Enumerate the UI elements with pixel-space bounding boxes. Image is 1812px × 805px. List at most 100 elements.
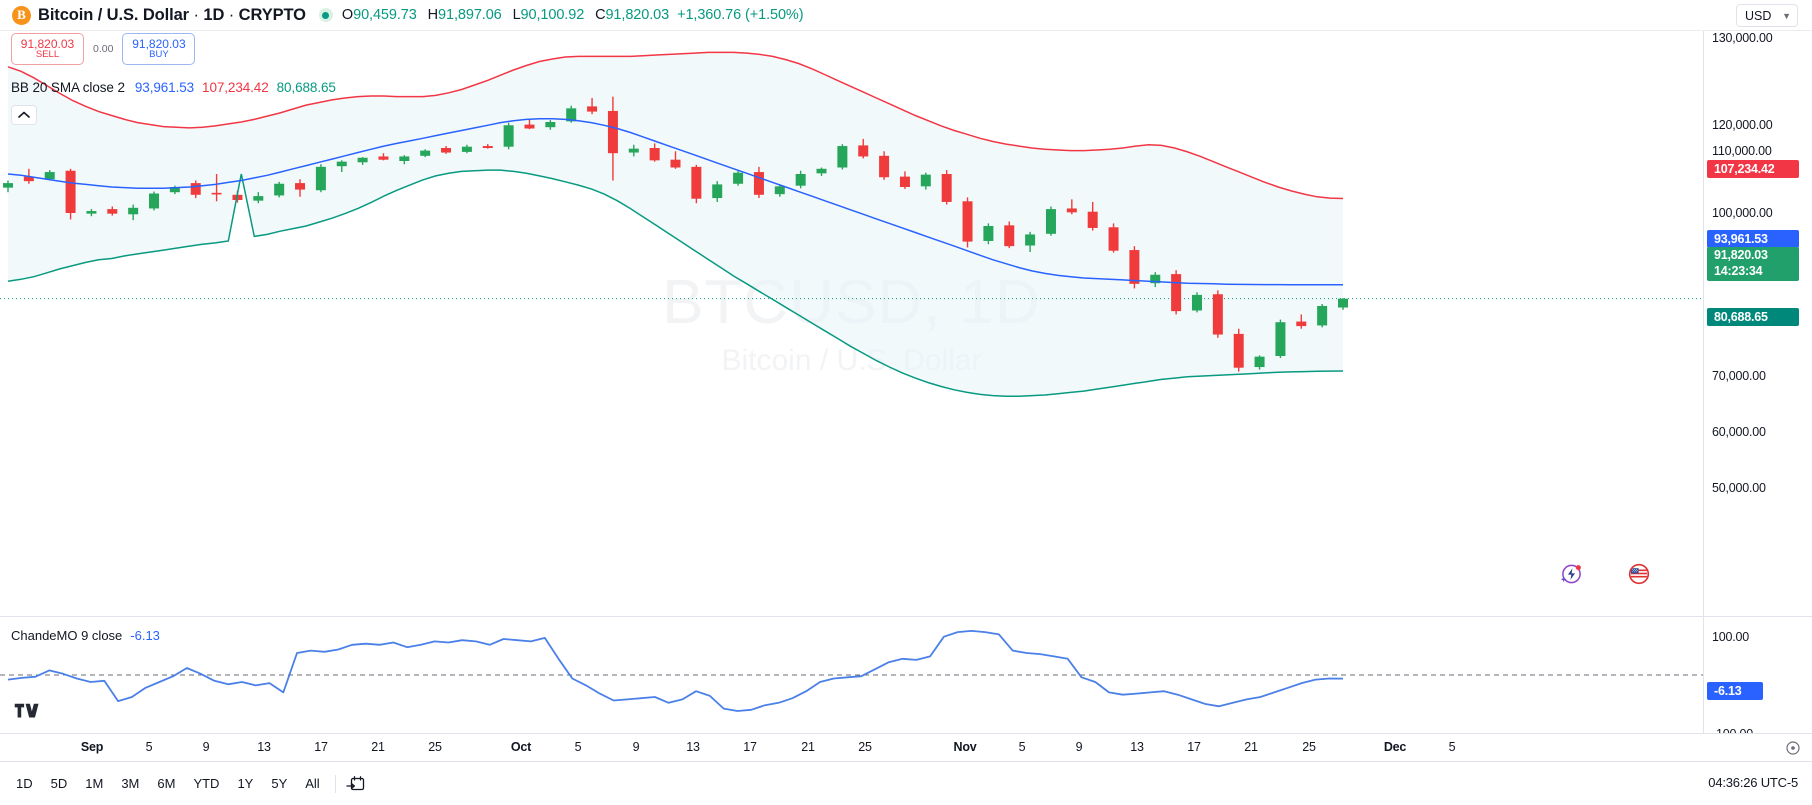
candle-body [211, 192, 222, 195]
currency-selector[interactable]: USD ▼ [1736, 4, 1798, 27]
candle-body [524, 124, 535, 129]
trade-buttons: 91,820.03 SELL 0.00 91,820.03 BUY [11, 33, 196, 65]
ohlc-h-label: H [427, 7, 439, 23]
candle-body [1233, 333, 1244, 368]
bb-upper-badge[interactable]: 107,234.42 [1707, 160, 1799, 178]
bb-legend-title: BB 20 SMA close 2 [11, 80, 125, 95]
time-axis[interactable]: Sep 5 9 13 17 21 25 Oct 5 9 13 17 21 25 Nov 5 9 13 17 21 25 D… [0, 733, 1812, 761]
pane-divider[interactable] [0, 616, 1812, 617]
price-tick: 60,000.00 [1712, 425, 1766, 439]
badge-label: 80,688.65 [1714, 310, 1768, 324]
price-chart-pane[interactable] [0, 31, 1703, 616]
timezone-reset-icon[interactable] [1786, 741, 1800, 755]
candle-body [962, 201, 973, 242]
oscillator-pane[interactable] [0, 617, 1703, 733]
candle-body [336, 161, 347, 167]
candle-body [1171, 274, 1182, 312]
candle-body [587, 106, 598, 112]
candle-body [441, 148, 452, 153]
candle-body [274, 183, 285, 196]
ai-assistant-icon [1560, 564, 1581, 584]
candle-body [1087, 211, 1098, 228]
candle-body [44, 172, 55, 180]
chandemo-value: -6.13 [130, 628, 160, 643]
chandemo-plot [0, 630, 1703, 712]
ohlc-l-label: L [512, 7, 521, 23]
time-tick: 13 [686, 740, 700, 754]
price-axis[interactable]: 130,000.00 120,000.00 110,000.00 100,000.00… [1703, 31, 1812, 616]
date-range-icon [346, 775, 365, 790]
symbol-title[interactable]: Bitcoin / U.S. Dollar · 1D · CRYPTO [38, 6, 306, 25]
candle-body [753, 172, 764, 195]
bollinger-bands-legend[interactable]: BB 20 SMA close 2 93,961.53 107,234.42 80,6… [11, 80, 336, 95]
oscillator-axis[interactable]: 100.00-100.00 -6.13 [1703, 617, 1812, 741]
ai-assistant-button[interactable] [1558, 561, 1584, 587]
bb-lower-value: 80,688.65 [276, 80, 336, 95]
range-button-1y[interactable]: 1Y [237, 776, 254, 791]
bb-band-fill [8, 52, 1343, 397]
candle-body [1150, 274, 1161, 284]
price-tick: 70,000.00 [1712, 369, 1766, 383]
range-button-3m[interactable]: 3M [121, 776, 140, 791]
time-tick: Sep [80, 740, 104, 754]
bb-lower-line [7, 169, 1344, 398]
candle-body [774, 186, 785, 195]
candle-body [1045, 209, 1056, 234]
price-tick: 120,000.00 [1712, 118, 1773, 132]
chart-header: B Bitcoin / U.S. Dollar · 1D · CRYPTO O9… [0, 0, 1812, 31]
candle-body [1296, 321, 1307, 327]
spread-value: 0.00 [93, 43, 114, 55]
ohlc-c-value: 91,820.03 [605, 7, 670, 23]
bb-upper-line [7, 51, 1344, 200]
chandemo-line [7, 630, 1344, 712]
time-tick: 9 [632, 740, 640, 754]
toolbar-divider [334, 774, 336, 793]
range-button-ytd[interactable]: YTD [193, 776, 220, 791]
range-button-1d[interactable]: 1D [16, 776, 33, 791]
bb-lower-badge[interactable]: 80,688.65 [1707, 308, 1799, 326]
candle-body [295, 183, 306, 190]
range-button-6m[interactable]: 6M [157, 776, 176, 791]
time-tick: Oct [510, 740, 532, 754]
price-tick: 130,000.00 [1712, 31, 1773, 45]
collapse-legend-button[interactable] [11, 105, 37, 125]
date-range-button[interactable] [345, 774, 367, 794]
chandemo-value-badge[interactable]: -6.13 [1707, 682, 1763, 700]
bb-basis-badge[interactable]: 93,961.53 [1707, 230, 1799, 248]
range-button-all[interactable]: All [305, 776, 320, 791]
badge-countdown: 14:23:34 [1714, 264, 1763, 278]
last-price-badge[interactable]: 91,820.03 14:23:34 [1707, 247, 1799, 281]
candle-body [816, 168, 827, 174]
sell-button[interactable]: 91,820.03 SELL [11, 33, 84, 65]
candle-body [1212, 294, 1223, 335]
candle-body [357, 157, 368, 163]
time-tick: 17 [314, 740, 328, 754]
oscillator-tick: 100.00 [1712, 630, 1750, 644]
ohlc-values: O90,459.73 H91,897.06 L90,100.92 C91,820… [342, 7, 804, 23]
ohlc-c-label: C [595, 7, 606, 23]
candle-body [858, 145, 869, 157]
candle-body [941, 174, 952, 202]
bb-basis-line [7, 118, 1344, 286]
candlestick-plot [0, 51, 1703, 398]
buy-button[interactable]: 91,820.03 BUY [122, 33, 196, 65]
chevron-up-icon [18, 111, 30, 118]
time-tick: 13 [1130, 740, 1144, 754]
date-range-buttons: 1D 5D 1M 3M 6M YTD 1Y 5Y All [0, 772, 328, 795]
us-flag-button[interactable] [1626, 561, 1652, 587]
time-tick: 5 [574, 740, 582, 754]
chandemo-legend[interactable]: ChandeMO 9 close -6.13 [11, 628, 160, 643]
time-tick: 21 [1244, 740, 1258, 754]
bottom-toolbar: 1D 5D 1M 3M 6M YTD 1Y 5Y All 04:36:26 UTC-5 [0, 761, 1812, 805]
range-button-5d[interactable]: 5D [50, 776, 68, 791]
range-button-1m[interactable]: 1M [85, 776, 104, 791]
time-tick: 25 [858, 740, 872, 754]
time-tick: 25 [1302, 740, 1316, 754]
candle-body [107, 209, 118, 214]
range-button-5y[interactable]: 5Y [271, 776, 288, 791]
candle-body [649, 148, 660, 161]
candle-body [1004, 225, 1015, 247]
candle-body [461, 146, 472, 152]
time-tick: 9 [202, 740, 210, 754]
candle-body [1108, 227, 1119, 251]
